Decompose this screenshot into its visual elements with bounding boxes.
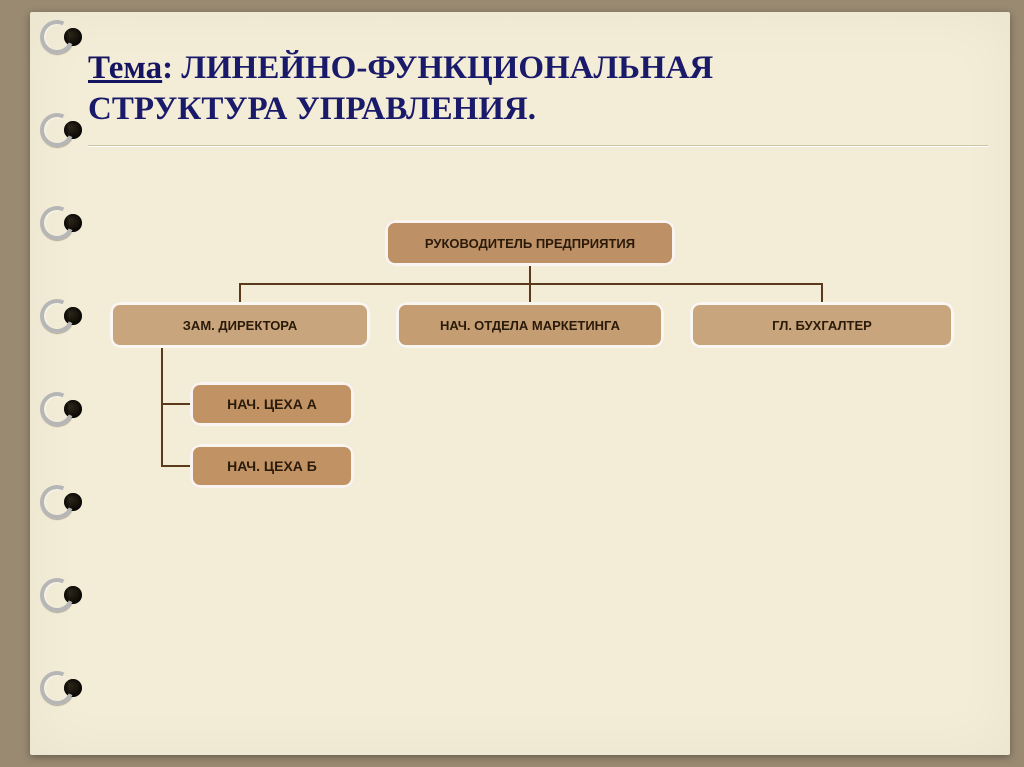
binding-ring bbox=[42, 388, 84, 430]
binding-ring bbox=[42, 16, 84, 58]
org-connector bbox=[161, 465, 190, 467]
org-connector bbox=[161, 348, 163, 467]
title-divider bbox=[88, 145, 988, 146]
org-node-label: НАЧ. ЦЕХА Б bbox=[227, 458, 317, 474]
binding-ring bbox=[42, 202, 84, 244]
org-node-label: РУКОВОДИТЕЛЬ ПРЕДПРИЯТИЯ bbox=[425, 236, 635, 251]
binding-ring bbox=[42, 667, 84, 709]
org-connector bbox=[821, 283, 823, 302]
title-separator: : bbox=[162, 50, 181, 86]
binding-ring bbox=[42, 481, 84, 523]
org-connector bbox=[239, 283, 823, 285]
org-node-shopB: НАЧ. ЦЕХА Б bbox=[190, 444, 354, 488]
org-node-root: РУКОВОДИТЕЛЬ ПРЕДПРИЯТИЯ bbox=[385, 220, 675, 266]
title-line-2: СТРУКТУРА УПРАВЛЕНИЯ. bbox=[88, 89, 988, 130]
org-node-mkt: НАЧ. ОТДЕЛА МАРКЕТИНГА bbox=[396, 302, 664, 348]
slide-content: Тема: ЛИНЕЙНО-ФУНКЦИОНАЛЬНАЯ СТРУКТУРА У… bbox=[88, 48, 988, 146]
org-connector bbox=[239, 283, 241, 302]
slide-title: Тема: ЛИНЕЙНО-ФУНКЦИОНАЛЬНАЯ bbox=[88, 48, 988, 89]
org-node-shopA: НАЧ. ЦЕХА А bbox=[190, 382, 354, 426]
binding-ring bbox=[42, 109, 84, 151]
org-node-label: ГЛ. БУХГАЛТЕР bbox=[772, 318, 872, 333]
title-theme-label: Тема bbox=[88, 50, 162, 86]
binding-ring bbox=[42, 574, 84, 616]
binding-ring bbox=[42, 295, 84, 337]
title-line-1: ЛИНЕЙНО-ФУНКЦИОНАЛЬНАЯ bbox=[181, 50, 713, 86]
org-node-acc: ГЛ. БУХГАЛТЕР bbox=[690, 302, 954, 348]
org-node-label: НАЧ. ЦЕХА А bbox=[227, 396, 317, 412]
org-connector bbox=[161, 403, 190, 405]
org-node-label: ЗАМ. ДИРЕКТОРА bbox=[183, 318, 297, 333]
org-chart: РУКОВОДИТЕЛЬ ПРЕДПРИЯТИЯ ЗАМ. ДИРЕКТОРА НА… bbox=[90, 220, 978, 620]
org-connector bbox=[529, 283, 531, 302]
org-node-dep: ЗАМ. ДИРЕКТОРА bbox=[110, 302, 370, 348]
org-node-label: НАЧ. ОТДЕЛА МАРКЕТИНГА bbox=[440, 318, 620, 333]
org-connector bbox=[529, 266, 531, 284]
